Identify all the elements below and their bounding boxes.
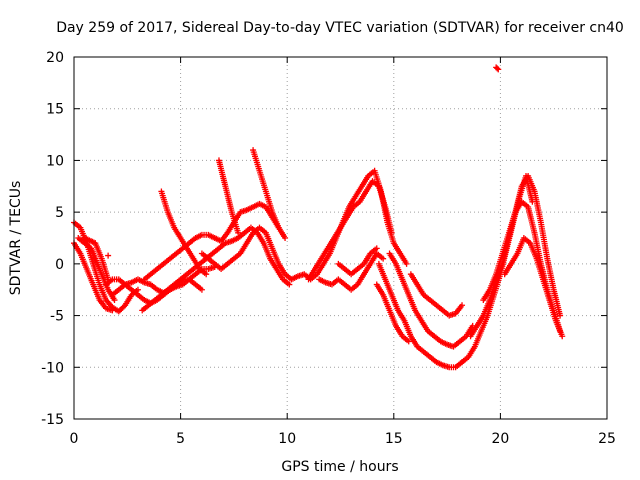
y-tick-label: 20 xyxy=(46,50,64,66)
series-track-6 xyxy=(109,276,205,298)
series-track-3 xyxy=(75,235,118,304)
x-tick-label: 25 xyxy=(598,431,616,447)
data-point xyxy=(405,338,412,345)
series-track-10 xyxy=(215,157,242,236)
data-point xyxy=(403,260,410,267)
y-tick-label: 10 xyxy=(46,153,64,169)
data-point xyxy=(282,235,289,241)
y-tick-label: -5 xyxy=(50,309,64,325)
series-track-20 xyxy=(407,271,466,319)
x-tick-label: 15 xyxy=(385,431,403,447)
data-point xyxy=(105,252,112,259)
axis-ticks: 0 5 10 15 20 25 -15 -10 -5 0 5 10 15 20 xyxy=(41,50,616,447)
x-tick-label: 0 xyxy=(70,431,79,447)
x-axis-title: GPS time / hours xyxy=(281,459,398,475)
x-tick-label: 10 xyxy=(278,431,296,447)
y-tick-label: -15 xyxy=(41,412,64,428)
plot-frame xyxy=(73,56,608,420)
data-point xyxy=(559,333,566,340)
data-point xyxy=(380,255,387,262)
x-tick-label: 5 xyxy=(176,431,185,447)
series-track-23 xyxy=(480,172,564,319)
data-point xyxy=(494,65,501,72)
series-track-19 xyxy=(373,281,412,345)
series-track-1 xyxy=(71,219,141,315)
y-axis-title: SDTVAR / TECUs xyxy=(8,181,24,296)
series-track-14 xyxy=(305,178,395,283)
y-tick-label: 5 xyxy=(55,205,64,221)
data-point xyxy=(134,286,141,293)
data-points xyxy=(71,64,566,371)
y-tick-label: 0 xyxy=(55,257,64,273)
series-track-17 xyxy=(375,260,466,371)
data-point xyxy=(235,229,242,236)
data-point xyxy=(495,66,502,73)
series-track-18 xyxy=(386,250,476,350)
data-point xyxy=(198,286,205,293)
series-track-16 xyxy=(335,245,380,278)
data-point xyxy=(203,271,210,278)
series-track-24 xyxy=(501,235,566,340)
data-point xyxy=(459,302,466,309)
y-tick-label: -10 xyxy=(41,360,64,376)
series-isolated xyxy=(105,252,112,259)
data-point xyxy=(286,281,293,288)
chart-title: Day 259 of 2017, Sidereal Day-to-day VTE… xyxy=(56,20,624,36)
series-track-15 xyxy=(316,250,387,293)
series-track-11 xyxy=(250,147,289,241)
data-point xyxy=(109,307,116,314)
series-track-9 xyxy=(158,188,210,278)
data-point xyxy=(373,245,380,252)
data-point xyxy=(388,229,395,236)
series-track-4 xyxy=(81,235,112,283)
series-outlier xyxy=(493,64,502,73)
series-track-12 xyxy=(198,224,295,283)
y-tick-label: 15 xyxy=(46,102,64,118)
x-tick-label: 20 xyxy=(491,431,509,447)
data-point xyxy=(111,297,118,304)
data-point xyxy=(557,312,564,319)
